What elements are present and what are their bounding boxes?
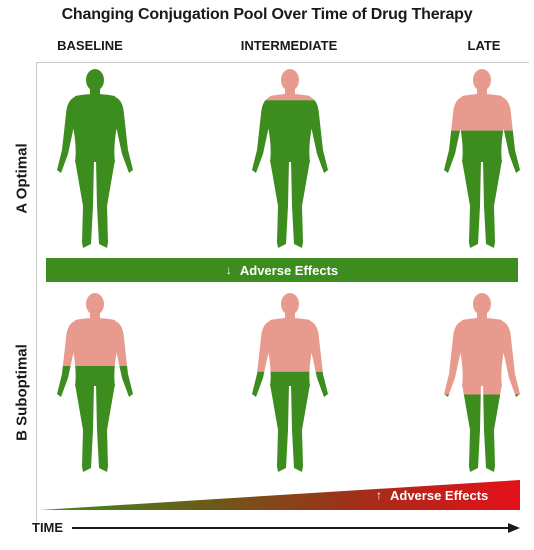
figure-suboptimal-intermediate xyxy=(252,293,328,472)
adverse-effects-increase-label: Adverse Effects xyxy=(390,488,489,503)
up-arrow-icon: ↑ xyxy=(376,488,382,502)
column-header-baseline: BASELINE xyxy=(57,38,123,53)
diagram-title: Changing Conjugation Pool Over Time of D… xyxy=(61,6,473,23)
affected-region xyxy=(57,293,133,366)
available-region xyxy=(252,371,328,472)
adverse-effects-decrease-bar: ↓ Adverse Effects xyxy=(46,258,518,282)
figure-optimal-late xyxy=(444,69,520,248)
affected-region xyxy=(444,293,520,395)
figure-suboptimal-baseline xyxy=(57,293,133,472)
adverse-effects-decrease-label: Adverse Effects xyxy=(239,262,339,278)
column-header-intermediate: INTERMEDIATE xyxy=(240,38,338,53)
time-axis-label: TIME xyxy=(32,520,64,535)
available-region xyxy=(444,130,520,248)
available-region xyxy=(57,69,133,248)
available-region xyxy=(57,366,133,472)
row-label-optimal: A Optimal xyxy=(13,143,31,214)
affected-region xyxy=(252,69,328,101)
down-arrow-icon: ↓ xyxy=(225,263,232,277)
figure-optimal-intermediate xyxy=(252,69,328,248)
diagram-frame xyxy=(36,62,529,522)
figure-optimal-baseline xyxy=(57,69,133,248)
affected-region xyxy=(252,293,328,372)
row-label-suboptimal: B Suboptimal xyxy=(13,344,31,441)
available-region xyxy=(252,100,328,248)
figure-suboptimal-late xyxy=(444,293,520,472)
adverse-effects-increase-wedge xyxy=(40,480,520,510)
column-header-late: LATE xyxy=(467,38,501,53)
available-region xyxy=(444,394,520,472)
affected-region xyxy=(444,69,520,131)
time-arrow-icon xyxy=(72,523,520,533)
